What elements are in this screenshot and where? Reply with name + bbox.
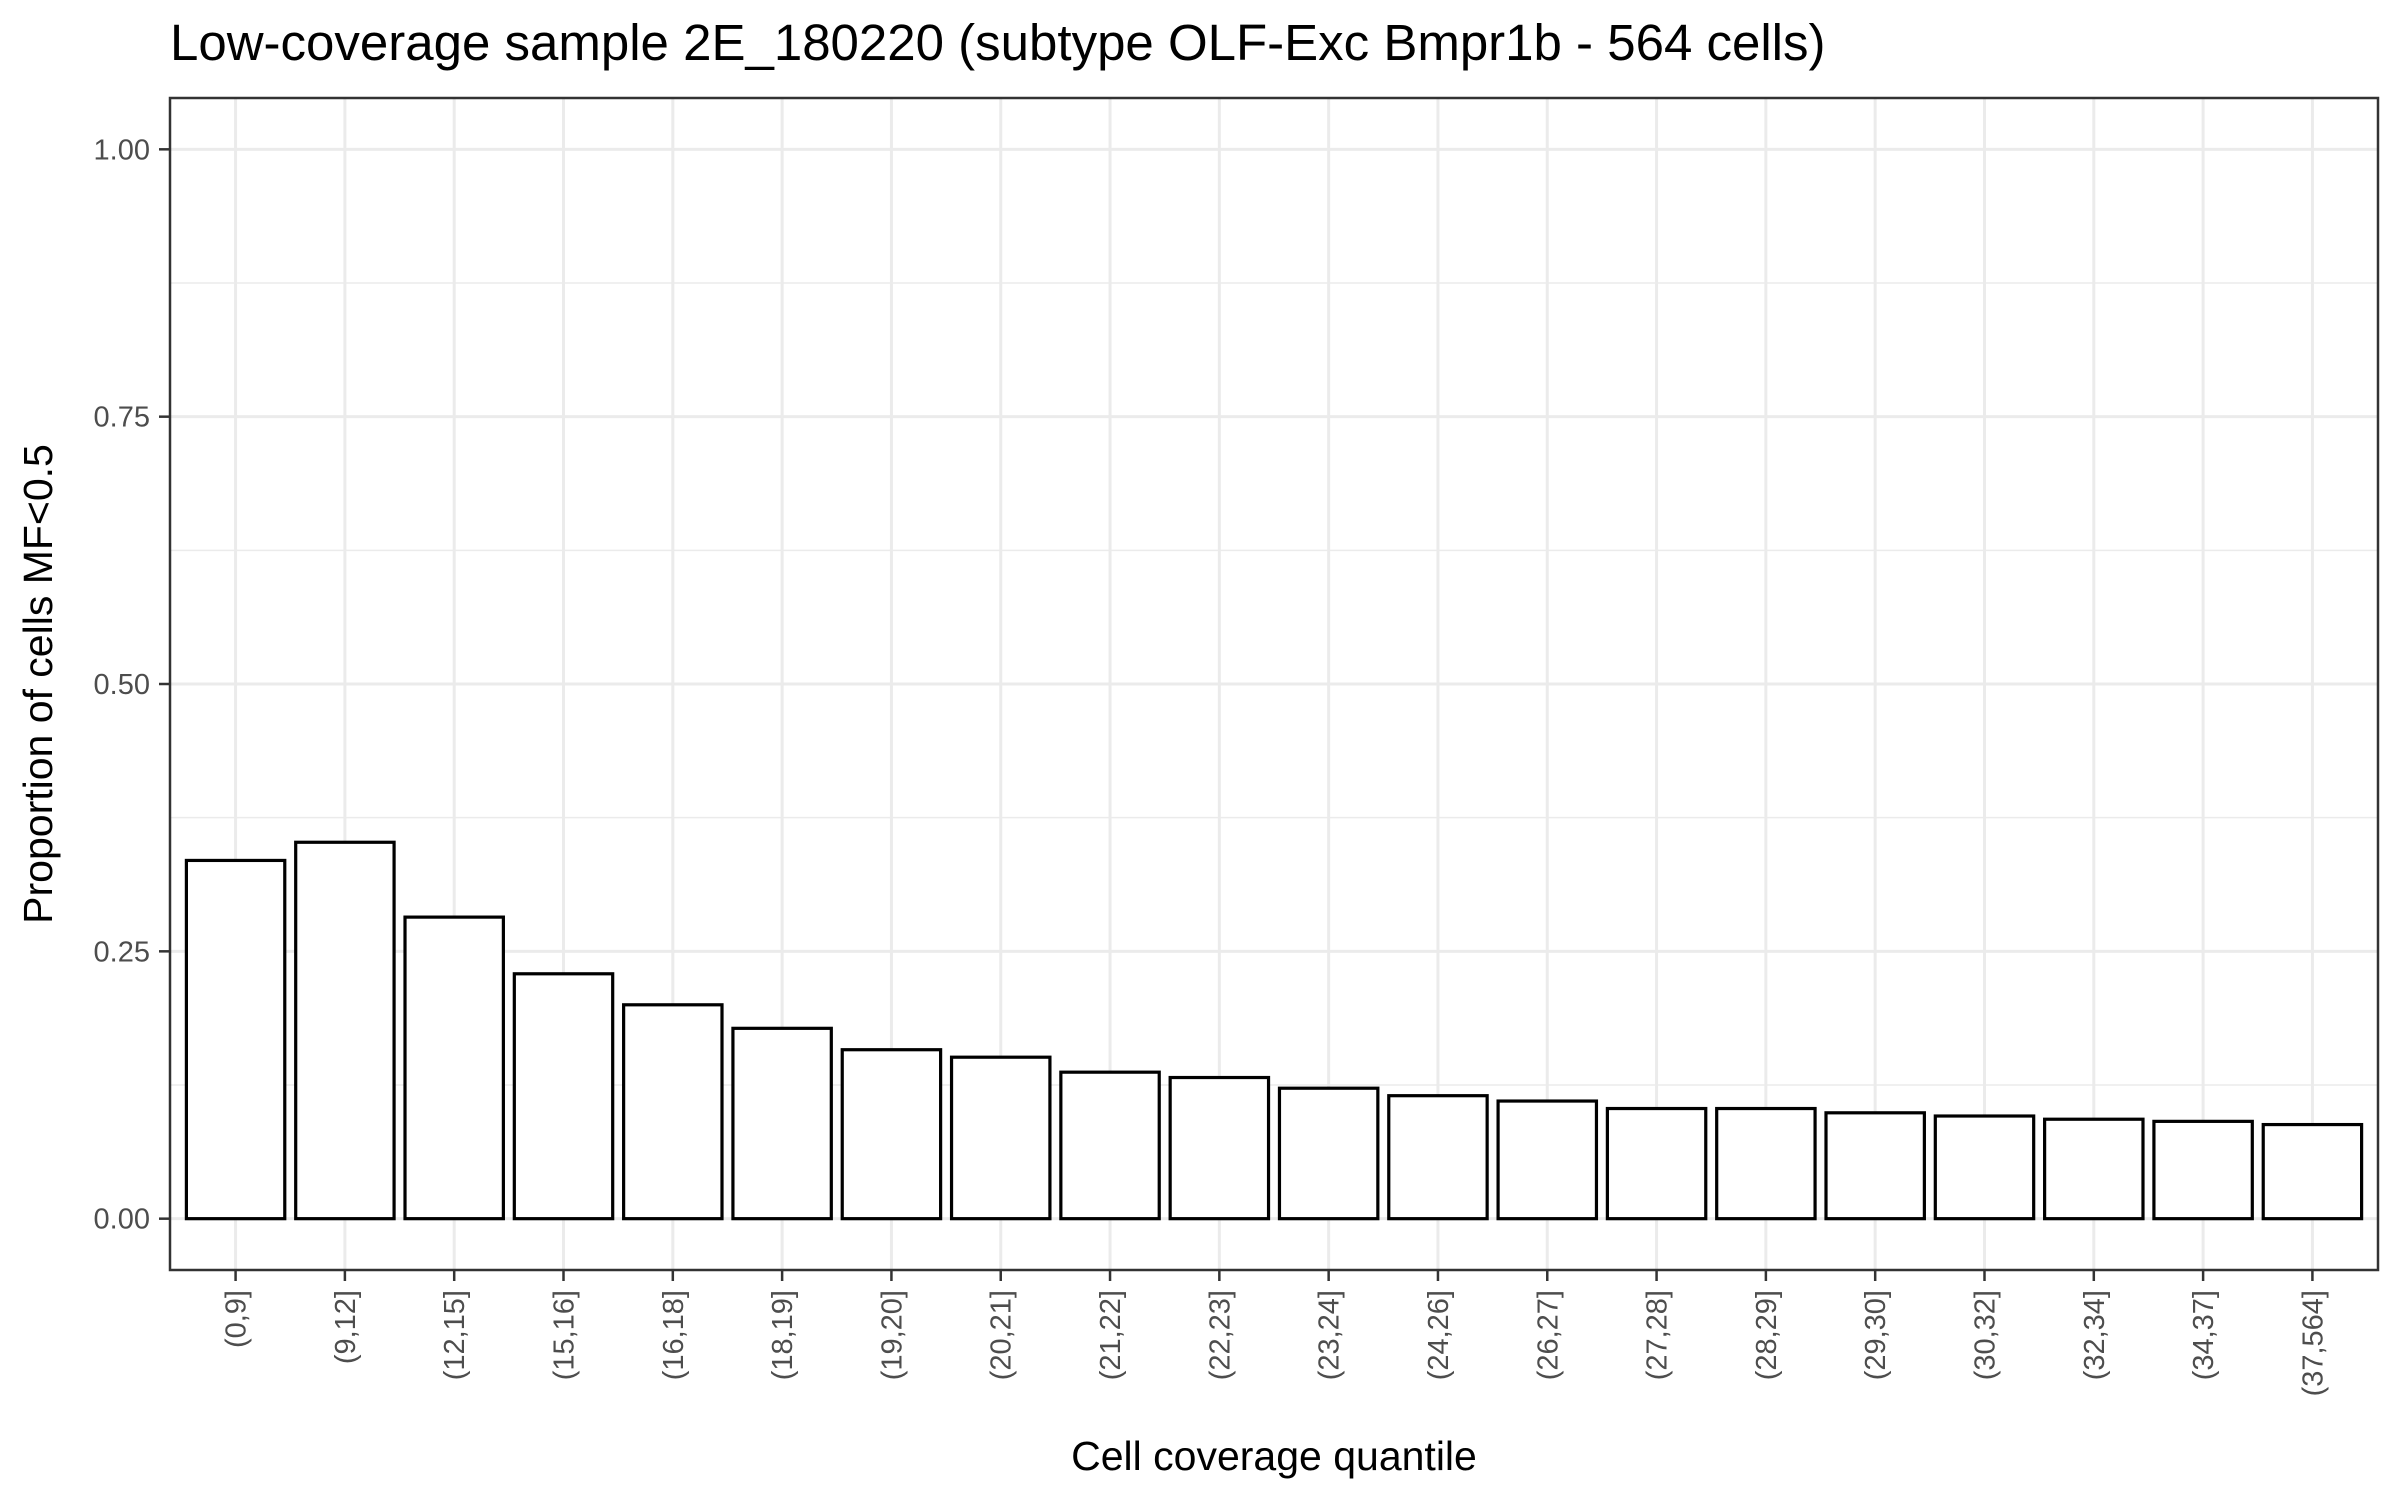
x-tick-label: (27,28] xyxy=(1642,1290,1674,1380)
bar-14 xyxy=(1715,1106,1817,1221)
x-tick-label: (37,564] xyxy=(2297,1290,2329,1396)
bar-8 xyxy=(1059,1070,1161,1221)
x-axis: (0,9] (9,12] (12,15] (15,16] (16,18] (18,19] (… xyxy=(221,1270,2329,1396)
y-tick-label: 0.00 xyxy=(94,1204,150,1236)
bar-5 xyxy=(731,1026,833,1221)
bar-12 xyxy=(1496,1099,1599,1221)
bar-10 xyxy=(1277,1086,1380,1221)
x-tick-label: (26,27] xyxy=(1532,1290,1564,1380)
x-tick-label: (9,12] xyxy=(330,1290,362,1364)
chart-title: Low-coverage sample 2E_180220 (subtype O… xyxy=(170,14,1825,71)
bar-16 xyxy=(1933,1114,2036,1221)
x-tick-label: (23,24] xyxy=(1314,1290,1346,1380)
x-tick-label: (21,22] xyxy=(1095,1290,1127,1380)
bar-11 xyxy=(1387,1094,1489,1221)
y-axis: 0.00 0.25 0.50 0.75 1.00 xyxy=(94,134,170,1236)
x-tick-label: (28,29] xyxy=(1751,1290,1783,1380)
x-tick-label: (18,19] xyxy=(767,1290,799,1380)
x-axis-title: Cell coverage quantile xyxy=(1071,1433,1477,1479)
y-tick-label: 0.75 xyxy=(94,402,150,434)
bar-2 xyxy=(403,915,505,1221)
x-tick-label: (30,32] xyxy=(1969,1290,2001,1380)
x-tick-label: (20,21] xyxy=(986,1290,1018,1380)
bar-0 xyxy=(184,858,287,1221)
bar-1 xyxy=(294,840,396,1221)
y-tick-label: 0.25 xyxy=(94,936,150,968)
x-tick-label: (0,9] xyxy=(221,1290,253,1348)
bar-6 xyxy=(840,1048,943,1221)
x-tick-label: (12,15] xyxy=(439,1290,471,1380)
bar-3 xyxy=(512,972,615,1221)
x-tick-label: (19,20] xyxy=(876,1290,908,1380)
x-tick-label: (22,23] xyxy=(1204,1290,1236,1380)
x-tick-label: (34,37] xyxy=(2188,1290,2220,1380)
bar-19 xyxy=(2261,1122,2364,1221)
x-tick-label: (15,16] xyxy=(549,1290,581,1380)
bar-18 xyxy=(2152,1119,2254,1221)
y-tick-label: 1.00 xyxy=(94,134,150,166)
bars xyxy=(184,840,2364,1221)
bar-13 xyxy=(1605,1106,1708,1221)
bar-4 xyxy=(622,1003,724,1221)
bar-7 xyxy=(949,1055,1052,1221)
y-tick-label: 0.50 xyxy=(94,669,150,701)
x-tick-label: (32,34] xyxy=(2079,1290,2111,1380)
x-tick-label: (24,26] xyxy=(1423,1290,1455,1380)
y-axis-title: Proportion of cells MF<0.5 xyxy=(15,444,61,924)
bar-15 xyxy=(1824,1111,1926,1221)
bar-17 xyxy=(2043,1117,2145,1221)
x-tick-label: (29,30] xyxy=(1860,1290,1892,1380)
bar-9 xyxy=(1168,1075,1271,1221)
x-tick-label: (16,18] xyxy=(658,1290,690,1380)
